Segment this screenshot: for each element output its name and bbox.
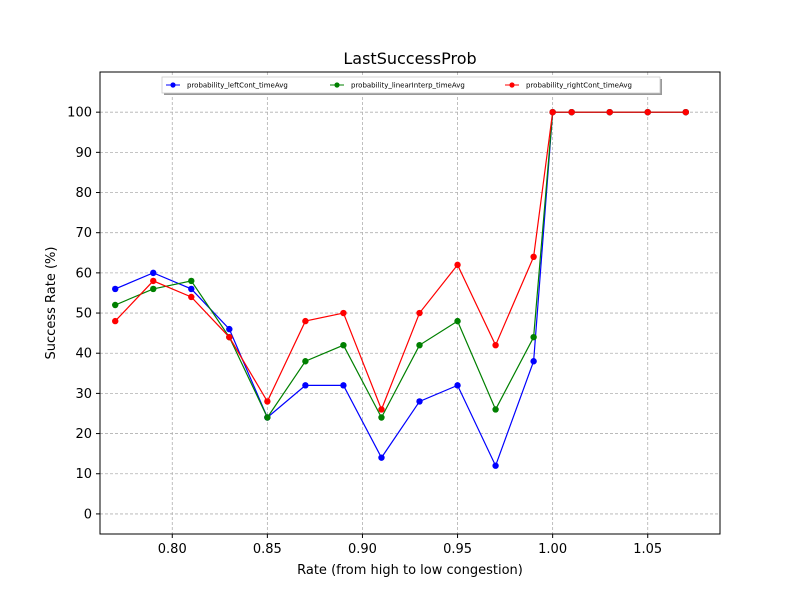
series-layer xyxy=(112,108,689,469)
data-point xyxy=(530,253,537,260)
y-tick-label: 100 xyxy=(67,106,92,121)
legend-marker xyxy=(334,82,340,88)
chart-title: LastSuccessProb xyxy=(343,49,476,68)
data-point xyxy=(302,317,309,325)
plot-frame xyxy=(99,71,721,535)
data-point xyxy=(188,293,195,301)
data-point xyxy=(188,285,195,293)
legend-marker xyxy=(509,82,515,88)
data-point xyxy=(644,108,651,116)
y-axis-label: Success Rate (%) xyxy=(44,247,59,360)
data-point xyxy=(112,301,119,309)
data-point xyxy=(416,398,423,405)
data-point xyxy=(264,398,271,405)
data-point xyxy=(682,108,689,116)
y-tick-label: 40 xyxy=(75,347,92,362)
y-tick-label: 50 xyxy=(75,307,92,322)
y-tick-label: 20 xyxy=(75,427,92,442)
y-axis-ticks: 0 10 20 30 40 50 60 70 80 90 100 xyxy=(67,106,100,522)
legend-label: probability_linearInterp_timeAvg xyxy=(351,82,465,90)
x-tick-label: 0.90 xyxy=(348,542,377,557)
y-tick-label: 90 xyxy=(75,146,92,161)
data-point xyxy=(454,317,461,325)
data-point xyxy=(378,406,385,413)
data-point xyxy=(226,333,233,341)
data-point xyxy=(454,382,461,389)
data-point xyxy=(530,358,537,365)
data-point xyxy=(416,309,423,317)
data-point xyxy=(378,414,385,421)
data-point xyxy=(606,108,613,116)
y-tick-label: 0 xyxy=(84,507,92,522)
x-tick-label: 0.85 xyxy=(253,542,282,557)
data-point xyxy=(340,382,347,389)
data-point xyxy=(492,341,499,349)
y-tick-label: 10 xyxy=(75,467,92,482)
x-axis-label: Rate (from high to low congestion) xyxy=(297,563,523,578)
data-point xyxy=(302,358,309,365)
data-point xyxy=(264,414,271,421)
x-tick-label: 1.05 xyxy=(633,542,662,557)
data-point xyxy=(150,269,157,277)
data-point xyxy=(378,454,385,461)
legend-label: probability_leftCont_timeAvg xyxy=(187,82,288,90)
data-point xyxy=(112,317,119,325)
x-tick-label: 1.00 xyxy=(538,542,567,557)
data-point xyxy=(492,406,499,413)
legend-label: probability_rightCont_timeAvg xyxy=(526,82,632,90)
y-tick-label: 60 xyxy=(75,266,92,281)
data-point xyxy=(530,333,537,341)
data-point xyxy=(188,277,195,285)
x-axis-ticks: 0.80 0.85 0.90 0.95 1.00 1.05 xyxy=(158,534,662,557)
legend-box xyxy=(161,76,661,94)
y-tick-label: 30 xyxy=(75,387,92,402)
data-point xyxy=(454,261,461,269)
y-tick-label: 80 xyxy=(75,186,92,201)
data-point xyxy=(340,341,347,349)
data-point xyxy=(302,382,309,389)
y-tick-label: 70 xyxy=(75,226,92,241)
data-point xyxy=(340,309,347,317)
legend-marker xyxy=(170,82,176,88)
series-probability_rightCont_timeAvg xyxy=(112,108,689,413)
data-point xyxy=(150,277,157,285)
data-point xyxy=(492,462,499,469)
data-point xyxy=(568,108,575,116)
x-tick-label: 0.80 xyxy=(158,542,187,557)
data-point xyxy=(549,108,556,116)
grid xyxy=(100,72,720,534)
x-tick-label: 0.95 xyxy=(443,542,472,557)
data-point xyxy=(226,325,233,333)
data-point xyxy=(150,285,157,293)
data-point xyxy=(416,341,423,349)
legend: probability_leftCont_timeAvg probability_… xyxy=(161,76,662,95)
data-point xyxy=(112,285,119,293)
